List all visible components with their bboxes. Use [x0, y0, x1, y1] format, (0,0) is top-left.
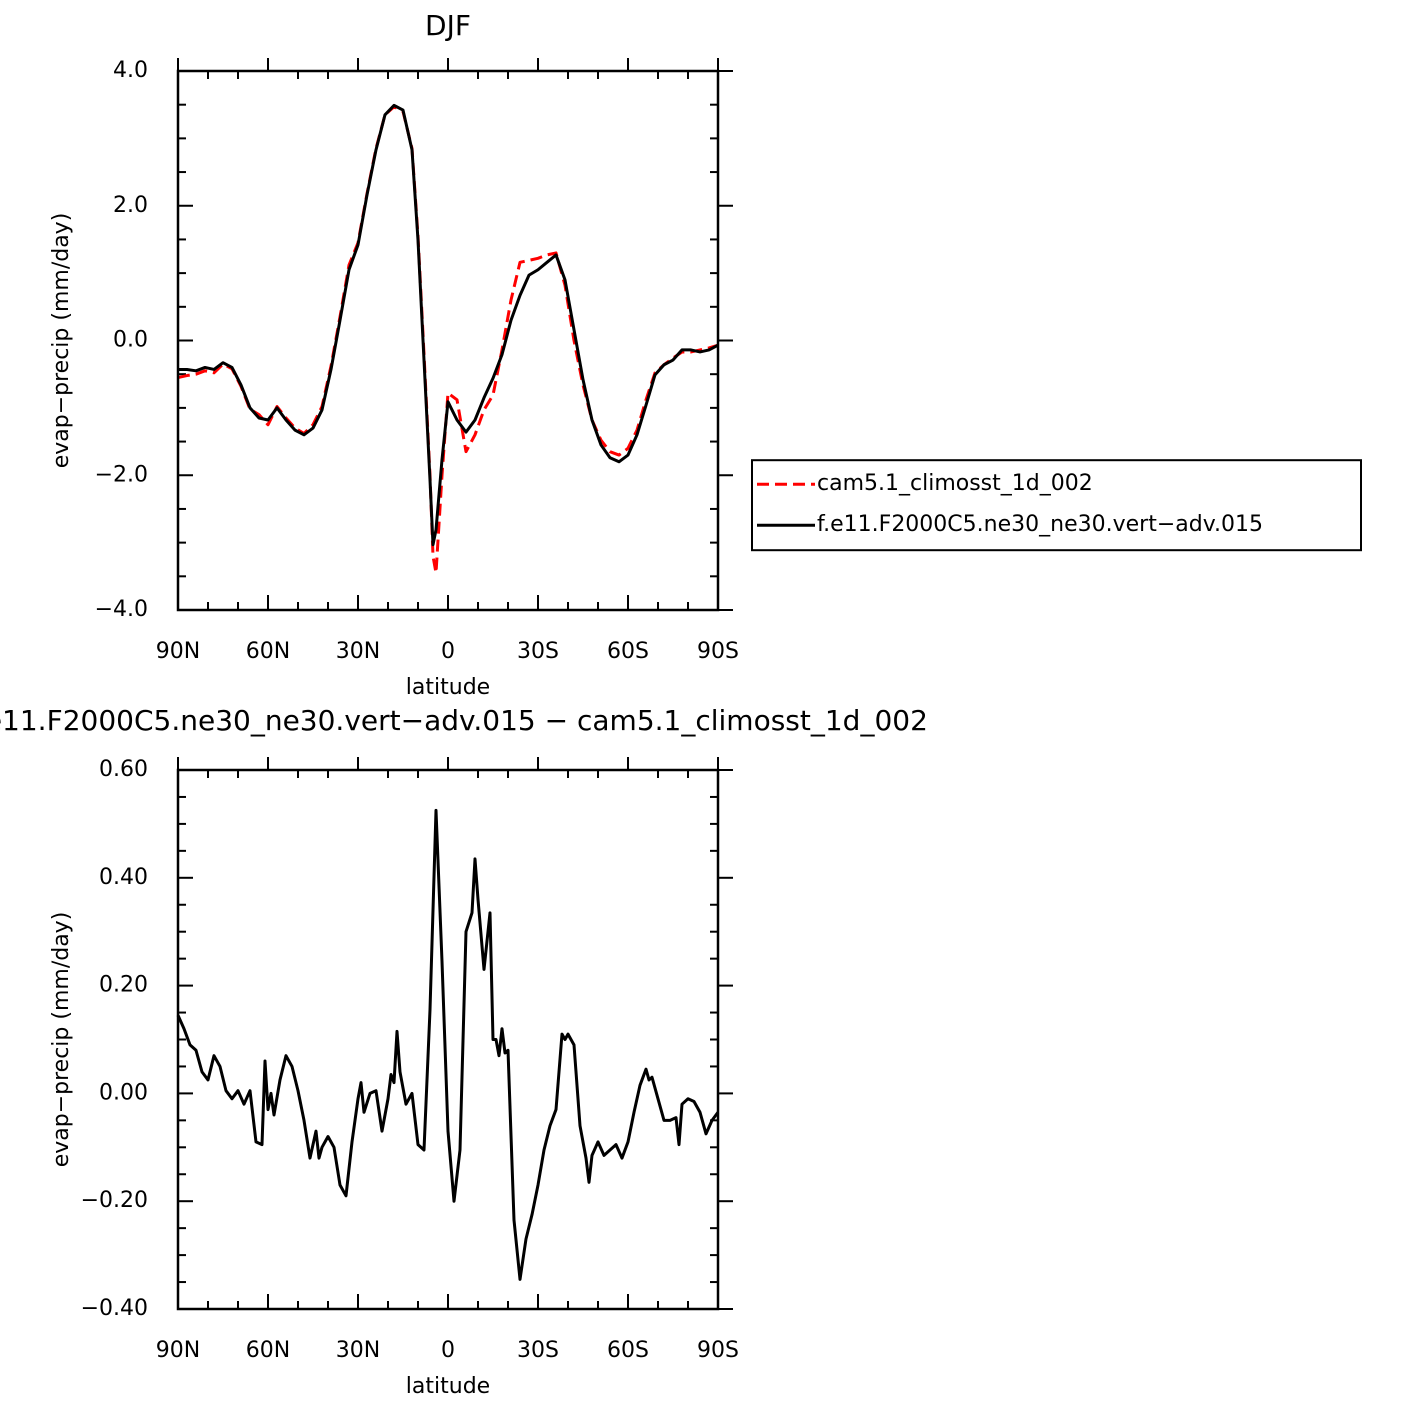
y-axis-label: evap−precip (mm/day)	[49, 213, 74, 469]
x-tick-label: 90N	[156, 639, 200, 664]
y-tick-label: 0.0	[113, 328, 148, 353]
data-line	[176, 808, 720, 1281]
y-tick-label: −0.40	[81, 1296, 148, 1321]
y-tick-label: 0.60	[99, 757, 148, 782]
x-tick-label: 60N	[246, 639, 290, 664]
x-tick-label: 30S	[517, 639, 559, 664]
chart-title: DJF	[425, 9, 471, 42]
plot-frame	[176, 69, 720, 612]
x-tick-label: 30N	[336, 1338, 380, 1363]
legend-label: f.e11.F2000C5.ne30_ne30.vert−adv.015	[817, 512, 1263, 537]
data-line	[178, 103, 719, 547]
y-axis-label: evap−precip (mm/day)	[49, 912, 74, 1168]
x-tick-label: 60S	[607, 639, 649, 664]
x-tick-label: 90S	[697, 639, 739, 664]
y-tick-label: 2.0	[113, 193, 148, 218]
x-tick-label: 60S	[607, 1338, 649, 1363]
x-axis-label: latitude	[406, 675, 490, 700]
x-axis-label: latitude	[406, 1374, 490, 1399]
y-tick-label: −2.0	[95, 462, 148, 487]
y-tick-label: 0.00	[99, 1080, 148, 1105]
data-line	[177, 105, 719, 575]
x-tick-label: 30S	[517, 1338, 559, 1363]
y-tick-label: 0.20	[99, 973, 148, 998]
x-tick-label: 90N	[156, 1338, 200, 1363]
y-tick-label: 4.0	[113, 58, 148, 83]
x-tick-label: 60N	[246, 1338, 290, 1363]
legend: cam5.1_climosst_1d_002 f.e11.F2000C5.ne30…	[751, 459, 1362, 552]
plot-frame	[176, 768, 720, 1311]
y-tick-label: −4.0	[95, 597, 148, 622]
y-tick-label: −0.20	[81, 1188, 148, 1213]
y-tick-label: 0.40	[99, 865, 148, 890]
x-tick-label: 30N	[336, 639, 380, 664]
x-tick-label: 0	[441, 1338, 455, 1363]
chart-title: f.e11.F2000C5.ne30_ne30.vert−adv.015 − c…	[0, 704, 928, 737]
legend-box	[751, 459, 1362, 552]
x-tick-label: 0	[441, 639, 455, 664]
x-tick-label: 90S	[697, 1338, 739, 1363]
legend-label: cam5.1_climosst_1d_002	[817, 471, 1093, 496]
